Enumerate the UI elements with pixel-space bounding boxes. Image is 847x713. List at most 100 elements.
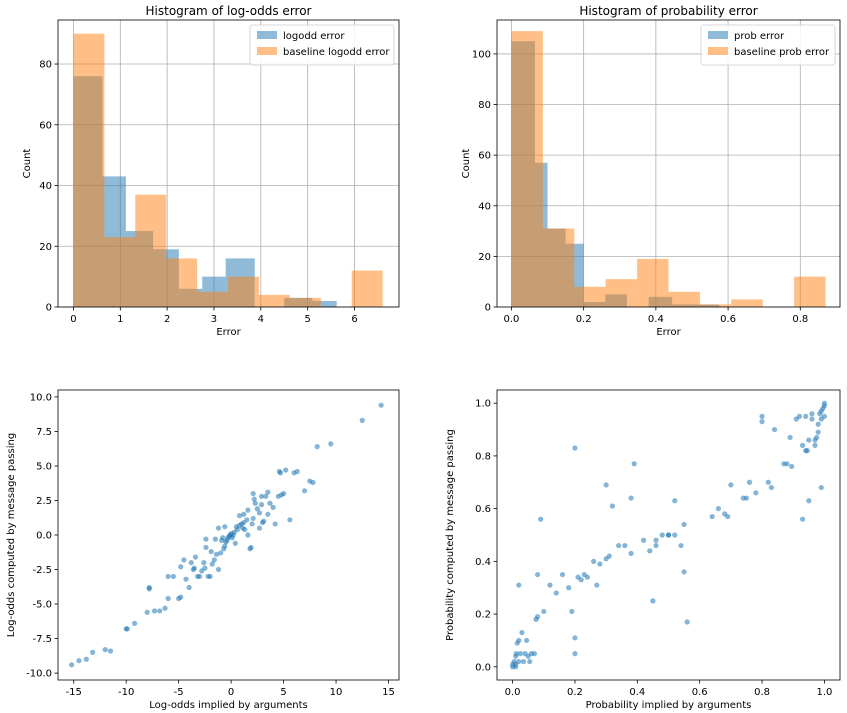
scatter-point [250, 515, 256, 522]
scatter-point [144, 609, 150, 615]
x-tick-label: 6 [351, 314, 357, 325]
logodds-hist-title: Histogram of log-odds error [146, 4, 312, 18]
prob-hist-xlabel: Error [656, 327, 681, 338]
logodds-scatter-points [69, 402, 384, 668]
scatter-point [650, 598, 656, 604]
scatter-point [572, 635, 578, 641]
histogram-bar [312, 300, 337, 307]
scatter-point [209, 561, 215, 567]
scatter-point [684, 619, 690, 625]
scatter-point [258, 493, 265, 499]
histogram-bar [731, 299, 763, 307]
x-tick-label: 5 [304, 314, 310, 325]
legend-label: prob error [734, 31, 785, 42]
scatter-point [513, 651, 519, 657]
scatter-point [768, 484, 775, 491]
scatter-point [265, 489, 271, 495]
scatter-point [809, 416, 815, 422]
scatter-point [378, 402, 384, 408]
scatter-point [165, 595, 171, 602]
scatter-point [789, 463, 795, 470]
prob-hist-ylabel: Count [461, 149, 472, 179]
x-tick-label: 4 [258, 314, 264, 325]
y-tick-label: 20 [478, 252, 491, 263]
scatter-point [188, 560, 194, 566]
scatter-point [242, 526, 248, 533]
scatter-point [672, 498, 678, 504]
scatter-point [815, 421, 821, 427]
scatter-point [270, 504, 276, 510]
scatter-point [294, 468, 300, 475]
x-tick-label: 0 [228, 687, 234, 698]
logodds-hist-series-1 [73, 33, 383, 308]
x-tick-label: 0.8 [792, 314, 808, 325]
scatter-point [681, 521, 687, 528]
scatter-point [90, 649, 96, 655]
y-tick-label: 0 [485, 303, 491, 314]
scatter-point [283, 467, 289, 473]
scatter-point [547, 582, 553, 588]
histogram-bar [166, 258, 198, 307]
scatter-point [215, 525, 222, 531]
scatter-point [640, 537, 647, 543]
prob-scatter-points [509, 400, 828, 670]
y-tick-label: 60 [39, 120, 52, 131]
scatter-point [280, 490, 287, 497]
legend-swatch [708, 47, 728, 55]
x-tick-label: 5 [280, 687, 286, 698]
scatter-point [566, 585, 572, 591]
scatter-point [606, 553, 612, 559]
scatter-point [107, 648, 114, 654]
scatter-point [186, 584, 192, 591]
scatter-point [519, 629, 525, 636]
x-tick-label: 3 [211, 314, 217, 325]
scatter-point [245, 532, 251, 538]
y-tick-label: 40 [478, 201, 491, 212]
scatter-point [513, 664, 519, 670]
scatter-point [146, 586, 152, 592]
scatter-point [250, 490, 256, 497]
scatter-point [258, 502, 265, 508]
logodds-scatter-xlabel: Log-odds implied by arguments [149, 700, 308, 711]
y-tick-label: 20 [39, 242, 52, 253]
scatter-point [759, 419, 765, 425]
scatter-point [310, 479, 316, 486]
scatter-point [665, 532, 672, 538]
x-tick-label: 0.8 [754, 687, 770, 698]
histogram-bar [104, 237, 136, 307]
scatter-point [208, 548, 214, 555]
y-tick-label: -7.5 [32, 634, 52, 645]
scatter-point [818, 484, 824, 491]
logodds-hist-ylabel: Count [22, 149, 33, 179]
y-tick-label: 0.0 [475, 662, 491, 673]
x-tick-label: 0.4 [648, 314, 664, 325]
scatter-point [559, 571, 566, 578]
scatter-point [804, 448, 810, 454]
scatter-point [102, 647, 108, 653]
scatter-point [809, 411, 815, 417]
histogram-bar [574, 286, 606, 307]
histogram-bar [228, 276, 259, 307]
scatter-point [728, 482, 734, 488]
x-tick-label: 0.2 [576, 314, 592, 325]
scatter-point [287, 517, 293, 523]
scatter-point [628, 550, 634, 557]
scatter-point [541, 608, 547, 615]
logodds-hist-xlabel: Error [216, 327, 241, 338]
prob-hist-frame [496, 19, 841, 308]
logodds-hist-legend: logodd error baseline logodd error [249, 24, 395, 66]
scatter-point [314, 444, 320, 450]
scatter-point [817, 411, 823, 417]
prob-scatter: 0.0 0.2 0.4 0.6 0.8 1.0 0.0 0.2 0.4 0.6 0.8 1.0 Prob… [445, 389, 841, 711]
logodds-hist-frame [57, 19, 400, 308]
histogram-bar [699, 304, 732, 307]
scatter-point [241, 511, 247, 517]
scatter-point [131, 620, 138, 626]
scatter-point [245, 507, 251, 513]
x-tick-label: 0.0 [505, 687, 521, 698]
scatter-point [207, 573, 213, 580]
prob-scatter-ylabel: Probability computed by message passing [445, 429, 456, 641]
x-tick-label: 10 [330, 687, 343, 698]
scatter-point [538, 516, 544, 522]
legend-swatch [708, 31, 728, 39]
